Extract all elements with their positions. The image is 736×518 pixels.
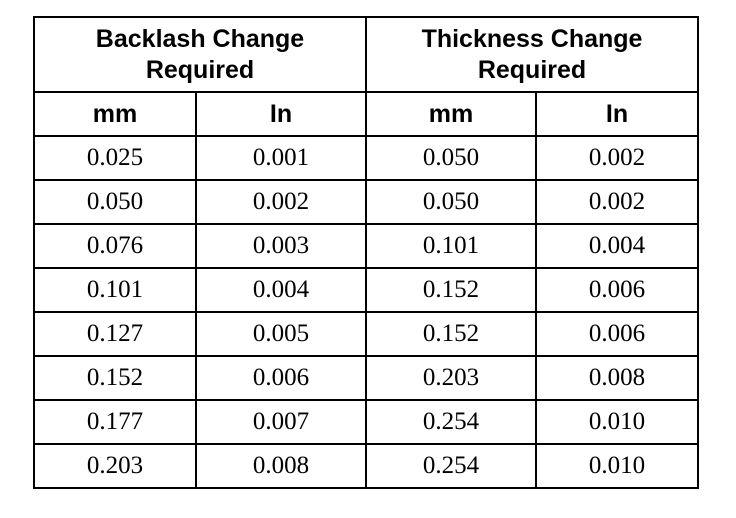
backlash-mm-cell: 0.025 [33,135,197,181]
table-row: 0.177 0.007 0.254 0.010 [33,399,700,445]
thickness-change-header-line2: Required [477,55,587,84]
backlash-change-header-line1: Backlash Change [95,24,305,53]
thickness-in-cell: 0.010 [535,399,700,445]
backlash-in-cell: 0.004 [194,267,368,313]
thickness-mm-header: mm [365,91,538,137]
thickness-mm-cell: 0.152 [365,267,538,313]
thickness-mm-cell: 0.050 [365,135,538,181]
backlash-change-header: Backlash Change Required [32,16,368,93]
table-row: 0.203 0.008 0.254 0.010 [33,443,700,489]
thickness-in-cell: 0.010 [535,443,700,489]
thickness-in-cell: 0.006 [535,267,700,313]
thickness-in-cell: 0.004 [535,223,700,269]
backlash-change-header-line2: Required [145,55,255,84]
backlash-in-cell: 0.002 [194,179,368,225]
backlash-mm-cell: 0.101 [33,267,197,313]
table-row: 0.076 0.003 0.101 0.004 [33,223,700,269]
thickness-mm-cell: 0.152 [365,311,538,357]
thickness-mm-cell: 0.254 [365,443,538,489]
backlash-mm-header: mm [33,91,197,137]
backlash-in-header: In [194,91,368,137]
unit-header-row: mm In mm In [33,91,700,137]
backlash-in-cell: 0.006 [194,355,368,401]
table-row: 0.127 0.005 0.152 0.006 [33,311,700,357]
thickness-in-header: In [535,91,700,137]
backlash-in-cell: 0.001 [194,135,368,181]
backlash-mm-cell: 0.050 [33,179,197,225]
backlash-in-cell: 0.008 [194,443,368,489]
backlash-thickness-table: Backlash Change Required Thickness Chang… [32,16,700,489]
backlash-in-cell: 0.003 [194,223,368,269]
thickness-in-cell: 0.008 [535,355,700,401]
backlash-in-cell: 0.007 [194,399,368,445]
backlash-mm-cell: 0.127 [33,311,197,357]
thickness-mm-cell: 0.254 [365,399,538,445]
thickness-change-header: Thickness Change Required [365,16,700,93]
backlash-mm-cell: 0.203 [33,443,197,489]
thickness-change-header-line1: Thickness Change [421,24,643,53]
thickness-in-cell: 0.002 [535,135,700,181]
table-row: 0.050 0.002 0.050 0.002 [33,179,700,225]
backlash-mm-cell: 0.152 [33,355,197,401]
table-row: 0.101 0.004 0.152 0.006 [33,267,700,313]
backlash-mm-cell: 0.177 [33,399,197,445]
thickness-mm-cell: 0.101 [365,223,538,269]
thickness-in-cell: 0.002 [535,179,700,225]
backlash-thickness-table-container: Backlash Change Required Thickness Chang… [32,16,700,489]
thickness-mm-cell: 0.050 [365,179,538,225]
thickness-in-cell: 0.006 [535,311,700,357]
group-header-row: Backlash Change Required Thickness Chang… [32,16,700,93]
backlash-mm-cell: 0.076 [33,223,197,269]
backlash-in-cell: 0.005 [194,311,368,357]
table-row: 0.152 0.006 0.203 0.008 [33,355,700,401]
thickness-mm-cell: 0.203 [365,355,538,401]
table-row: 0.025 0.001 0.050 0.002 [33,135,700,181]
